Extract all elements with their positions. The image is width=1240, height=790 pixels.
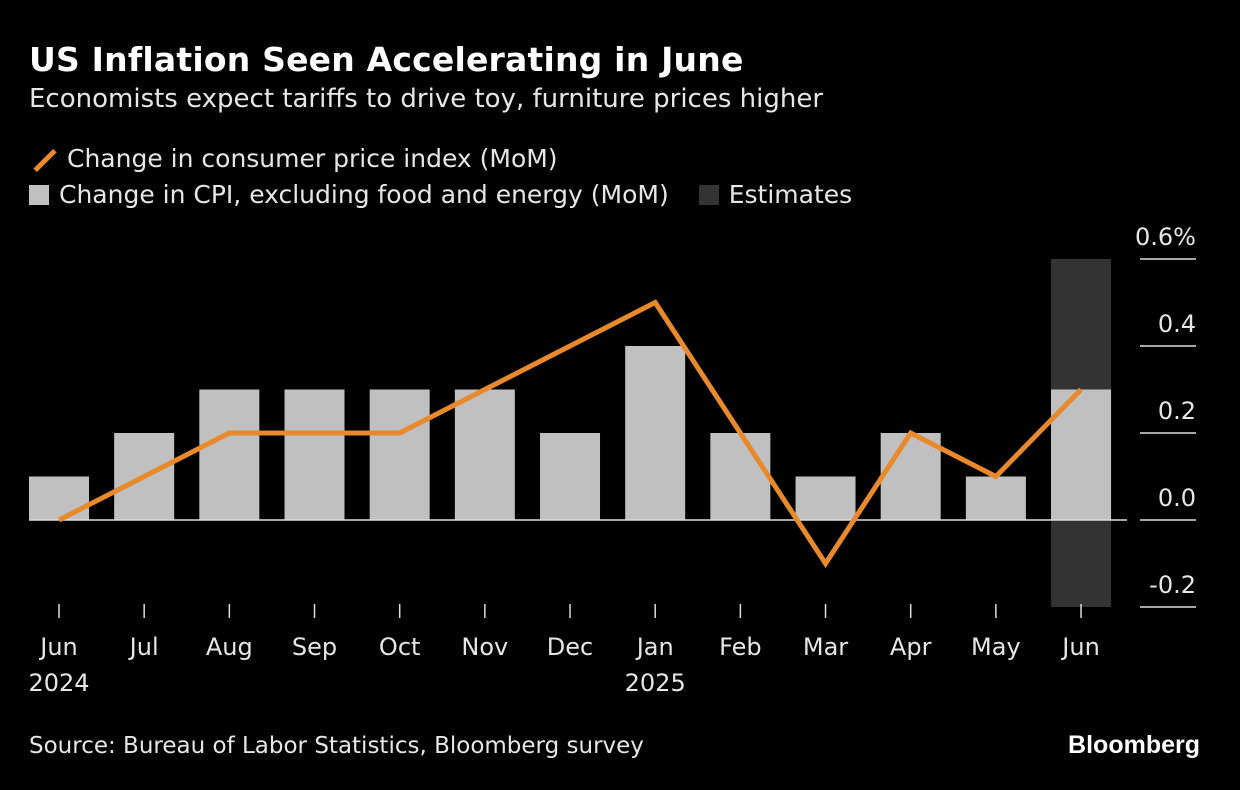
bar-0 <box>29 476 89 520</box>
y-tick-label-3: 0.4 <box>1158 310 1196 338</box>
x-year-label-0: 2024 <box>28 669 89 697</box>
bar-8 <box>710 433 771 520</box>
x-year-label-7: 2025 <box>625 669 686 697</box>
x-tick-label-9: Mar <box>803 633 848 661</box>
legend-item-cpi: Change in consumer price index (MoM) <box>29 144 558 173</box>
x-tick-label-1: Jul <box>128 633 159 661</box>
legend-label-estimates: Estimates <box>728 180 853 209</box>
bloomberg-logo: Bloomberg <box>1068 731 1200 759</box>
bar-7 <box>625 346 686 520</box>
x-tick-label-8: Feb <box>719 633 762 661</box>
x-tick-label-12: Jun <box>1060 633 1100 661</box>
x-tick-label-3: Sep <box>292 633 337 661</box>
bar-4 <box>369 389 430 520</box>
y-tick-label-2: 0.2 <box>1158 397 1196 425</box>
x-tick-label-6: Dec <box>547 633 593 661</box>
chart-subtitle: Economists expect tariffs to drive toy, … <box>29 84 824 114</box>
legend-label-cpi: Change in consumer price index (MoM) <box>67 144 558 173</box>
x-tick-label-10: Apr <box>890 633 932 661</box>
bar-9 <box>795 476 856 520</box>
legend-bar-swatch <box>29 184 49 205</box>
x-tick-label-11: May <box>971 633 1021 661</box>
chart-title: US Inflation Seen Accelerating in June <box>29 40 744 79</box>
x-tick-label-5: Nov <box>461 633 508 661</box>
legend-label-core: Change in CPI, excluding food and energy… <box>59 180 669 209</box>
bar-5 <box>454 389 515 520</box>
y-tick-label-1: 0.0 <box>1158 484 1196 512</box>
legend-item-core: Change in CPI, excluding food and energy… <box>29 180 852 209</box>
legend-estimates-swatch <box>698 184 719 205</box>
bar-11 <box>965 476 1026 520</box>
bar-10 <box>880 433 941 520</box>
y-tick-label-0: -0.2 <box>1149 571 1196 599</box>
bar-2 <box>199 389 260 520</box>
x-tick-label-0: Jun <box>38 633 78 661</box>
bar-3 <box>284 389 345 520</box>
x-tick-label-7: Jan <box>635 633 674 661</box>
x-tick-label-2: Aug <box>206 633 253 661</box>
x-tick-label-4: Oct <box>379 633 421 661</box>
y-tick-label-4: 0.6% <box>1135 223 1196 251</box>
source-note: Source: Bureau of Labor Statistics, Bloo… <box>29 733 644 759</box>
bar-6 <box>540 433 601 520</box>
